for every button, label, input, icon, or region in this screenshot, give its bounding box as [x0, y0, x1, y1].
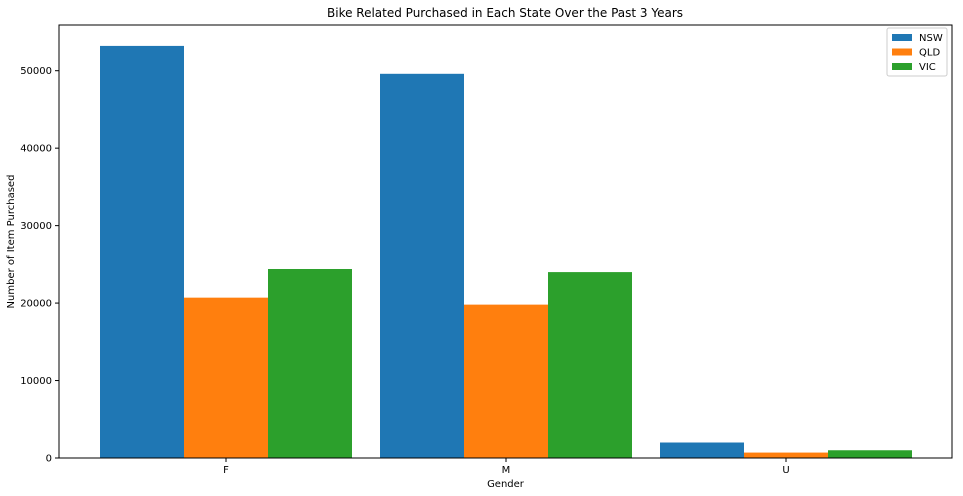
y-tick-label: 0	[46, 454, 52, 465]
bar-vic-m	[548, 272, 632, 458]
bar-vic-u	[828, 450, 912, 458]
x-tick-label: F	[223, 465, 229, 476]
legend-swatch-vic	[892, 63, 912, 70]
bar-nsw-m	[380, 73, 464, 458]
y-tick-label: 30000	[20, 221, 52, 232]
legend-label-nsw: NSW	[919, 33, 943, 44]
y-tick-label: 50000	[20, 66, 52, 77]
bar-nsw-u	[660, 442, 744, 458]
x-tick-label: U	[782, 465, 789, 476]
plot-frame	[58, 24, 953, 459]
bar-qld-f	[184, 297, 268, 458]
legend-swatch-qld	[892, 48, 912, 56]
bar-nsw-f	[100, 45, 184, 459]
x-axis-label: Gender	[487, 479, 525, 490]
bar-qld-m	[464, 304, 548, 458]
legend-label-vic: VIC	[919, 62, 936, 73]
bar-qld-u	[744, 452, 828, 458]
bar-vic-f	[268, 268, 352, 458]
bars-group	[100, 45, 912, 459]
legend-swatch-nsw	[892, 34, 912, 41]
chart-title: Bike Related Purchased in Each State Ove…	[327, 6, 683, 20]
legend-label-qld: QLD	[919, 48, 940, 59]
y-tick-label: 40000	[20, 144, 52, 155]
y-tick-label: 20000	[20, 299, 52, 310]
y-axis-ticks: 0 10000 20000 30000 40000 50000	[20, 66, 59, 465]
y-axis-label: Number of Item Purchased	[6, 175, 17, 309]
legend: NSW QLD VIC	[886, 27, 948, 77]
y-tick-label: 10000	[20, 376, 52, 387]
x-tick-label: M	[502, 465, 511, 476]
